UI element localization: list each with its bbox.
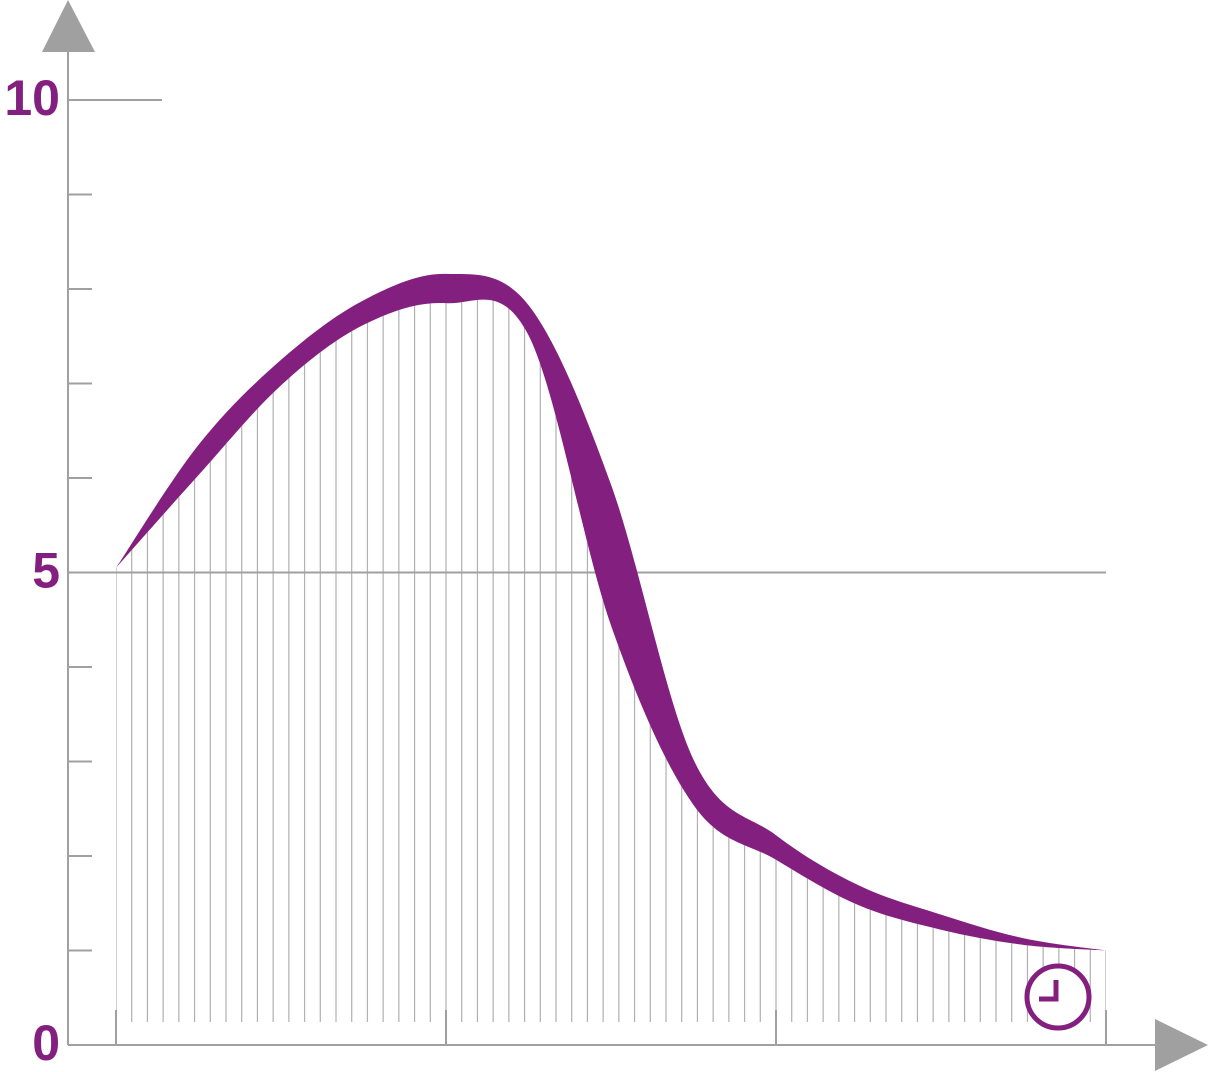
y-axis-arrow [42,0,95,52]
clock-icon [1024,963,1092,1031]
x-axis-arrow [1155,1019,1208,1071]
band [116,273,1106,951]
y-tick-label: 5 [32,543,60,599]
y-tick-label: 10 [4,70,60,126]
y-tick-label: 0 [32,1015,60,1071]
